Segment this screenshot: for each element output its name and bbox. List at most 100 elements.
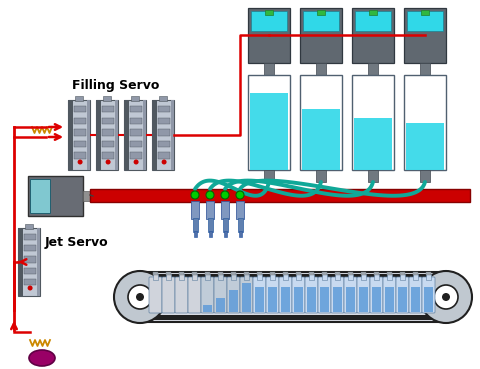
Bar <box>218 274 223 280</box>
Bar <box>248 8 290 63</box>
Bar <box>250 93 288 170</box>
Bar <box>205 274 210 280</box>
Bar <box>303 11 339 31</box>
Bar <box>322 274 327 280</box>
Bar <box>68 100 73 170</box>
Bar <box>115 100 118 170</box>
Bar <box>300 8 342 63</box>
Bar <box>68 100 90 170</box>
Bar <box>354 118 392 170</box>
Bar <box>400 274 405 280</box>
Bar <box>257 272 262 275</box>
FancyBboxPatch shape <box>266 277 279 313</box>
Bar <box>420 63 430 75</box>
Circle shape <box>420 271 472 323</box>
Bar <box>281 287 290 312</box>
Bar <box>335 274 340 280</box>
Bar <box>361 274 366 280</box>
Bar <box>283 274 288 280</box>
Bar <box>124 100 129 170</box>
Bar <box>411 287 420 312</box>
Bar <box>73 118 85 124</box>
Bar <box>244 274 249 280</box>
Bar <box>30 179 50 213</box>
Bar <box>218 272 223 275</box>
Bar <box>36 228 40 296</box>
Bar <box>348 272 353 275</box>
Bar <box>309 272 314 275</box>
Bar <box>265 10 273 15</box>
Circle shape <box>236 191 244 199</box>
FancyBboxPatch shape <box>175 277 188 313</box>
Bar <box>248 75 290 170</box>
Bar <box>158 96 168 101</box>
FancyBboxPatch shape <box>383 277 396 313</box>
Bar <box>223 218 228 232</box>
Bar <box>283 272 288 275</box>
Bar <box>404 75 446 170</box>
Bar <box>130 152 142 159</box>
Bar <box>294 287 303 312</box>
Bar <box>191 201 199 219</box>
Circle shape <box>106 159 110 165</box>
Bar <box>268 287 277 312</box>
Bar <box>264 170 274 182</box>
Bar <box>179 272 184 275</box>
FancyBboxPatch shape <box>305 277 318 313</box>
Bar <box>333 287 342 312</box>
Bar <box>140 274 446 279</box>
Bar <box>244 272 249 275</box>
Circle shape <box>442 293 450 301</box>
Bar <box>361 272 366 275</box>
Bar <box>24 279 36 285</box>
FancyBboxPatch shape <box>240 277 253 313</box>
Bar <box>171 100 174 170</box>
Bar <box>73 129 85 135</box>
FancyBboxPatch shape <box>162 277 175 313</box>
Circle shape <box>78 159 83 165</box>
Bar <box>231 272 236 275</box>
Bar <box>153 274 158 280</box>
Bar <box>413 272 418 275</box>
Bar <box>24 245 36 251</box>
Bar <box>387 274 392 280</box>
Bar <box>101 152 114 159</box>
Bar <box>221 201 229 219</box>
Bar <box>257 274 262 280</box>
Bar <box>317 10 325 15</box>
Bar <box>205 272 210 275</box>
Bar <box>355 11 391 31</box>
FancyBboxPatch shape <box>214 277 227 313</box>
Bar <box>83 191 93 201</box>
Bar <box>229 290 238 312</box>
Bar <box>157 118 169 124</box>
FancyBboxPatch shape <box>227 277 240 313</box>
Bar <box>406 123 444 170</box>
Bar <box>24 224 34 229</box>
Bar <box>239 231 241 237</box>
Bar <box>352 75 394 170</box>
Text: Jet Servo: Jet Servo <box>45 236 108 249</box>
Circle shape <box>128 285 152 309</box>
Bar <box>224 231 227 237</box>
Bar <box>208 231 212 237</box>
Bar <box>130 141 142 147</box>
Bar <box>368 170 378 182</box>
Bar <box>352 8 394 63</box>
FancyBboxPatch shape <box>409 277 422 313</box>
Bar <box>203 305 212 312</box>
Bar <box>179 274 184 280</box>
Bar <box>96 100 118 170</box>
Bar <box>18 228 40 296</box>
Bar <box>192 218 197 232</box>
Bar <box>231 274 236 280</box>
Bar <box>426 272 431 275</box>
Bar <box>270 274 275 280</box>
Bar <box>348 274 353 280</box>
Bar <box>307 287 316 312</box>
FancyBboxPatch shape <box>149 277 162 313</box>
Bar <box>426 274 431 280</box>
FancyBboxPatch shape <box>292 277 305 313</box>
Bar <box>400 272 405 275</box>
Bar <box>372 287 381 312</box>
